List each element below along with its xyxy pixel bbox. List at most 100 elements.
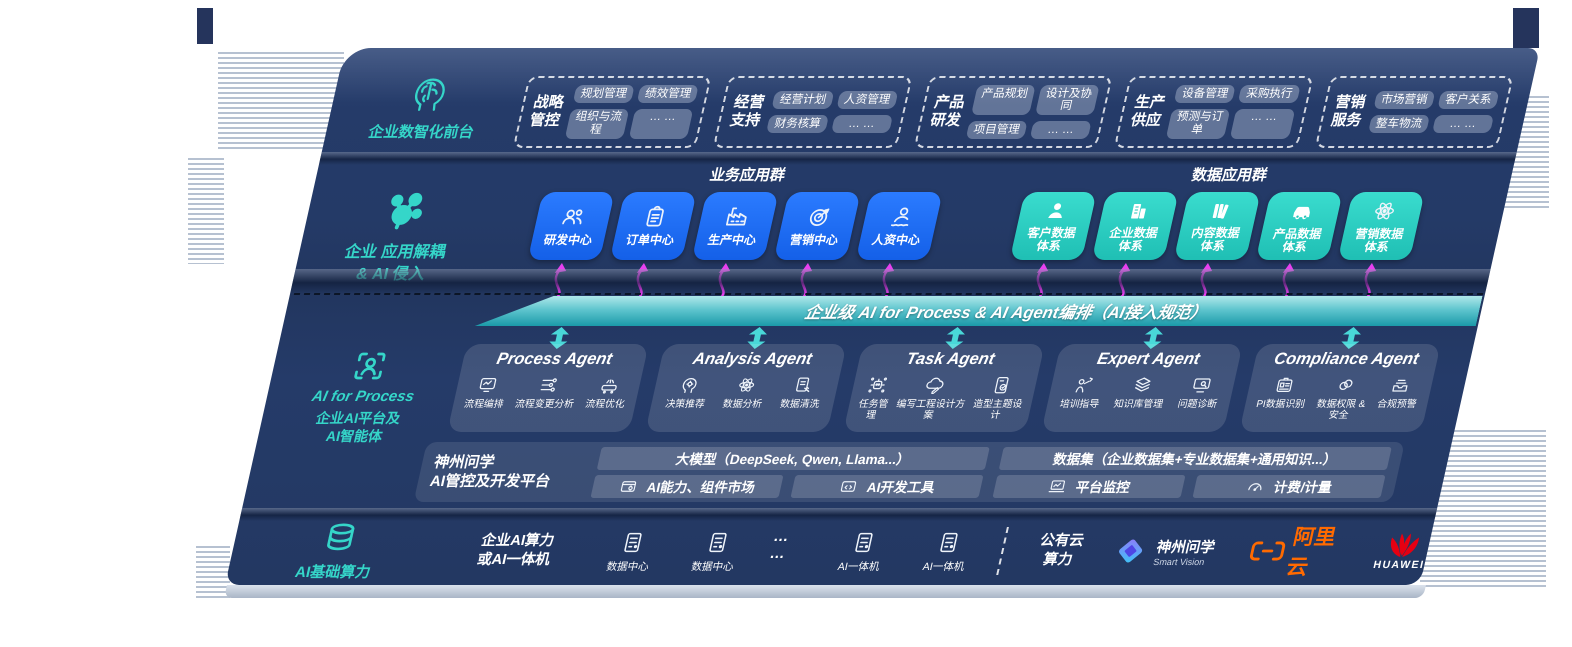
agent-process: Process Agent 流程编排 流 bbox=[447, 344, 649, 432]
group-production: 生产 供应 设备管理 采购执行 预测与订单 … … bbox=[1113, 76, 1314, 148]
capability-label: 问题诊断 bbox=[1176, 399, 1219, 410]
cell-label: 计费/计量 bbox=[1272, 480, 1334, 495]
group-strategy: 战略 管控 规划管理 绩效管理 组织与流程 … … bbox=[512, 76, 713, 148]
devtools-icon bbox=[837, 477, 860, 496]
compute-label-block: AI基础算力 bbox=[256, 520, 420, 582]
capability-tag: 客户关系 bbox=[1437, 91, 1500, 109]
stripe-decoration bbox=[188, 158, 224, 264]
agent-capability: 数据清洗 bbox=[779, 374, 826, 410]
id-card-icon bbox=[1271, 374, 1298, 396]
stripe-decoration bbox=[218, 52, 344, 150]
group-name: 战略 管控 bbox=[527, 94, 566, 129]
agent-title: Process Agent bbox=[495, 350, 614, 368]
system-label: 产品数据 体系 bbox=[1271, 226, 1324, 254]
double-arrow-connector bbox=[945, 327, 965, 349]
clipboard-icon bbox=[639, 204, 671, 230]
layer-divider bbox=[290, 269, 1491, 294]
node-label: 数据中心 bbox=[605, 561, 650, 573]
capability-label: 培训指导 bbox=[1058, 399, 1101, 410]
capability-label: 数据分析 bbox=[721, 399, 764, 410]
node-datacenter: 数据中心 bbox=[595, 530, 666, 574]
group-marketing: 营销 服务 市场营销 客户关系 整车物流 … … bbox=[1314, 76, 1514, 148]
tray-icon bbox=[1388, 374, 1415, 396]
cloud-pencil-icon bbox=[922, 374, 949, 396]
front-office-layer: 企业数智化前台 战略 管控 规划管理 绩效管理 组织与流程 … … 经营 支持 … bbox=[322, 56, 1538, 152]
car-icon bbox=[1287, 198, 1319, 224]
front-office-groups: 战略 管控 规划管理 绩效管理 组织与流程 … … 经营 支持 经营计划 人资管… bbox=[512, 56, 1538, 152]
capability-tag: … … bbox=[1029, 121, 1092, 139]
agent-capability: PI数据识别 bbox=[1252, 374, 1311, 422]
business-group-title: 业务应用群 bbox=[708, 167, 787, 184]
double-arrow-connector bbox=[1341, 327, 1361, 349]
capability-label: 造型主题设计 bbox=[971, 399, 1024, 422]
front-office-label-block: 企业数智化前台 bbox=[322, 56, 533, 152]
agent-capability: 造型主题设计 bbox=[965, 374, 1033, 422]
public-cloud-label: 公有云 算力 bbox=[1038, 533, 1086, 568]
main-panel: 企业数智化前台 战略 管控 规划管理 绩效管理 组织与流程 … … 经营 支持 … bbox=[224, 48, 1540, 598]
center-label: 研发中心 bbox=[542, 233, 594, 248]
agent-title: Expert Agent bbox=[1095, 350, 1202, 368]
capability-label: 流程编排 bbox=[462, 399, 505, 410]
head-gear-icon bbox=[676, 374, 703, 396]
ellipsis: … … bbox=[768, 528, 793, 562]
cell-monitoring: 平台监控 bbox=[992, 474, 1186, 498]
alibaba-cloud-icon bbox=[1248, 540, 1287, 562]
system-label: 企业数据 体系 bbox=[1108, 225, 1160, 253]
agent-capability: 知识库管理 bbox=[1113, 374, 1170, 410]
node-ai-appliance: AI一体机 bbox=[827, 530, 898, 574]
building-icon bbox=[1124, 199, 1153, 223]
smart-vision-name: 神州问学 bbox=[1154, 539, 1217, 556]
compute-label: AI基础算力 bbox=[293, 564, 373, 581]
floor-edge bbox=[224, 585, 1426, 598]
banner-title: 企业级 AI for Process & AI Agent编排（AI接入规范） bbox=[802, 304, 1209, 322]
agent-compliance: Compliance Agent PI数据识别 bbox=[1239, 344, 1441, 432]
capability-label: 任务管理 bbox=[857, 399, 890, 422]
center-label: 订单中心 bbox=[624, 233, 676, 248]
smart-vision-sub: Smart Vision bbox=[1152, 556, 1206, 567]
conveyor-icon bbox=[596, 374, 623, 396]
group-product: 产品 研发 产品规划 设计及协同 项目管理 … … bbox=[913, 76, 1113, 148]
capability-label: 知识库管理 bbox=[1112, 399, 1165, 410]
server-icon bbox=[618, 530, 649, 555]
node-ai-appliance: AI一体机 bbox=[911, 530, 982, 574]
capability-tag: … … bbox=[1230, 108, 1296, 139]
layers-icon bbox=[1129, 374, 1156, 396]
capability-tag: 产品规划 bbox=[970, 85, 1036, 116]
model-bar: 大模型（DeepSeek, Qwen, Llama...） bbox=[596, 446, 990, 470]
factory-icon bbox=[721, 204, 753, 230]
content-icon bbox=[1206, 199, 1235, 223]
group-name: 营销 服务 bbox=[1329, 94, 1368, 129]
gauge-icon bbox=[1244, 477, 1267, 496]
agent-capability: 培训指导 bbox=[1058, 374, 1105, 410]
group-operation: 经营 支持 经营计划 人资管理 财务核算 … … bbox=[713, 76, 913, 148]
capability-tag: … … bbox=[628, 108, 694, 139]
front-office-label: 企业数智化前台 bbox=[366, 123, 476, 141]
dataset-bar: 数据集（企业数据集+专业数据集+通用知识...） bbox=[998, 446, 1392, 470]
capability-tag: 财务核算 bbox=[766, 115, 829, 133]
capability-tag: 经营计划 bbox=[771, 91, 834, 109]
capability-label: PI数据识别 bbox=[1255, 399, 1306, 410]
capability-tag: 整车物流 bbox=[1367, 115, 1430, 133]
capability-label: 数据权限 & 安全 bbox=[1315, 399, 1367, 422]
server-icon bbox=[849, 530, 880, 555]
agent-capability: 流程变更分析 bbox=[514, 374, 581, 410]
ai-orchestration-banner: 企业级 AI for Process & AI Agent编排（AI接入规范） bbox=[475, 296, 1483, 326]
server-icon bbox=[703, 530, 734, 555]
cell-label: AI能力、组件市场 bbox=[645, 480, 757, 495]
capability-label: 合规预警 bbox=[1375, 399, 1418, 410]
dataset-block: 数据集（企业数据集+专业数据集+通用知识...） 平台监控 计费/计量 bbox=[992, 446, 1392, 498]
agent-analysis: Analysis Agent 决策推荐 bbox=[645, 344, 847, 432]
center-label: 营销中心 bbox=[788, 233, 840, 248]
capability-tag: 采购执行 bbox=[1238, 85, 1301, 103]
agent-capability: 流程优化 bbox=[584, 374, 631, 410]
agent-title: Task Agent bbox=[904, 350, 997, 368]
ai-layer-label-block: AI for Process 企业AI平台及 AI智能体 bbox=[268, 348, 458, 445]
platform-label: 神州问学 AI管控及开发平台 bbox=[428, 453, 553, 491]
robot-grid-icon bbox=[864, 374, 891, 396]
agent-capability: 决策推荐 bbox=[664, 374, 711, 410]
smart-vision-diamond-icon bbox=[1110, 534, 1152, 568]
monitoring-icon bbox=[1046, 477, 1069, 496]
system-label: 营销数据 体系 bbox=[1353, 226, 1406, 254]
system-label: 内容数据 体系 bbox=[1190, 225, 1242, 253]
